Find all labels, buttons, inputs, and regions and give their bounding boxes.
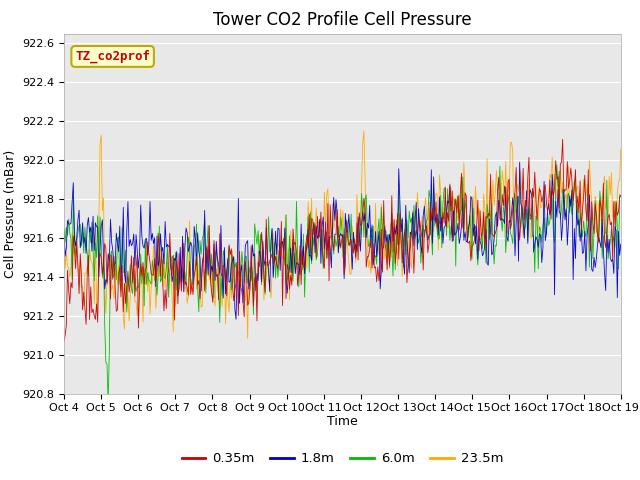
Text: TZ_co2prof: TZ_co2prof [75, 50, 150, 63]
Legend: 0.35m, 1.8m, 6.0m, 23.5m: 0.35m, 1.8m, 6.0m, 23.5m [177, 447, 508, 470]
X-axis label: Time: Time [327, 415, 358, 428]
Title: Tower CO2 Profile Cell Pressure: Tower CO2 Profile Cell Pressure [213, 11, 472, 29]
Y-axis label: Cell Pressure (mBar): Cell Pressure (mBar) [4, 149, 17, 278]
